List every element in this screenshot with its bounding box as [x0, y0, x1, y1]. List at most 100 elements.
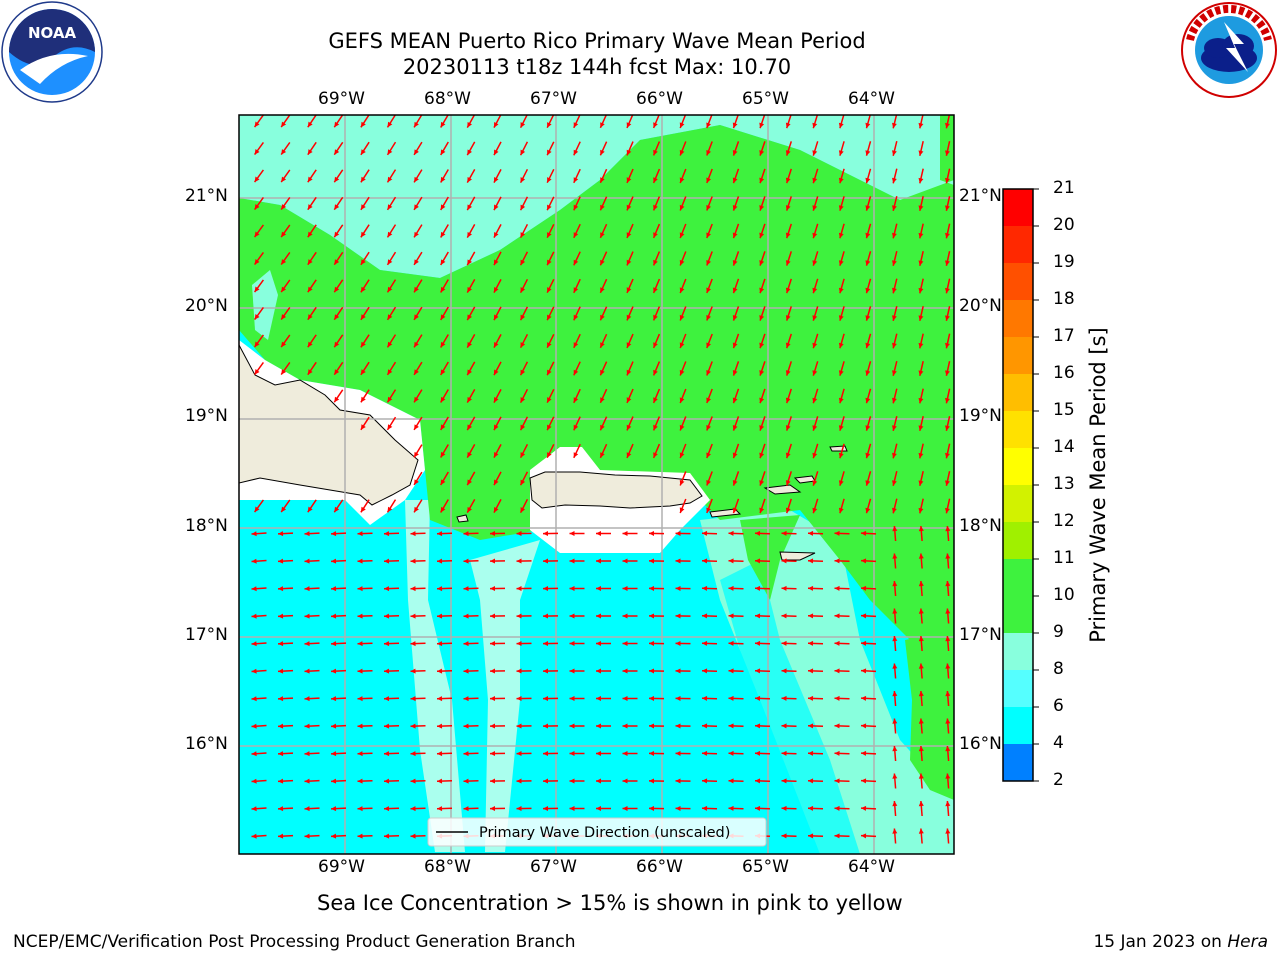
wave-arrow-head [626, 177, 632, 183]
wave-arrow-head [251, 531, 257, 537]
wave-arrow-head [861, 833, 867, 839]
wave-arrow-head [360, 259, 366, 265]
wave-arrow-head [307, 231, 313, 238]
colorbar-cell [1003, 744, 1033, 782]
wave-arrow-head [918, 480, 924, 486]
wave-arrow-head [440, 479, 446, 485]
wave-arrow-head [653, 369, 658, 376]
wave-arrow-head [410, 668, 416, 674]
wave-arrow-head [463, 668, 469, 674]
wave-arrow-head [357, 586, 363, 592]
wave-arrow-head [622, 668, 628, 674]
wave-arrow-head [675, 696, 681, 701]
wave-arrow-head [808, 805, 814, 811]
wave-arrow-head [573, 369, 579, 376]
wave-arrow-head [494, 232, 499, 238]
wave-arrow-head [254, 369, 260, 375]
wave-arrow-head [573, 259, 579, 266]
wave-arrow-head [254, 231, 260, 238]
wave-arrow-head [254, 176, 260, 183]
wave-arrow-head [675, 723, 681, 729]
sea-cyan-inner-southeast [720, 560, 860, 854]
wave-arrow-head [861, 778, 867, 784]
wave-arrow-head [547, 149, 552, 156]
wave-arrow-head [626, 287, 632, 293]
wave-arrow-head [945, 553, 951, 559]
wave-arrow-head [918, 691, 924, 697]
wave-arrow-head [759, 232, 765, 239]
wave-arrow-head [759, 452, 765, 459]
wave-arrow-head [251, 613, 257, 619]
wave-arrow-head [281, 286, 287, 293]
colorbar-tick-label: 8 [1053, 659, 1064, 679]
wave-arrow-head [569, 558, 575, 564]
wave-arrow-head [600, 342, 605, 348]
wave-arrow-head [622, 806, 628, 811]
wave-arrow-head [702, 585, 708, 591]
wave-arrow-head [653, 177, 658, 183]
sea-aquamarine-north [239, 115, 954, 278]
wave-arrow-head [569, 586, 575, 591]
colorbar-cell [1003, 485, 1033, 523]
wave-arrow-head [834, 613, 840, 619]
wave-arrow-head [251, 558, 257, 564]
wave-arrow-head [945, 370, 950, 376]
wave-arrow-head [812, 122, 818, 129]
wave-arrow-head [626, 342, 632, 348]
wave-arrow-head [861, 805, 867, 811]
wave-arrow-head [547, 369, 552, 376]
wave-arrow-head [812, 315, 818, 321]
wave-arrow-head [675, 558, 681, 564]
wave-arrow-head [596, 613, 601, 619]
wave-arrow-head [812, 232, 818, 239]
wave-arrow-head [679, 479, 685, 486]
wave-arrow-head [569, 778, 575, 784]
wave-arrow-head [759, 397, 765, 404]
wave-arrow-head [304, 668, 310, 674]
wave-arrow-head [357, 806, 363, 812]
wave-arrow-head [440, 259, 446, 265]
wave-arrow-head [781, 530, 787, 536]
map-title: GEFS MEAN Puerto Rico Primary Wave Mean … [328, 29, 866, 53]
wave-arrow-head [357, 613, 363, 619]
wave-arrow-head [307, 204, 313, 210]
wave-arrow-head [945, 480, 950, 486]
lon-label-bottom: 64°W [848, 857, 895, 877]
wave-arrow-head [334, 149, 340, 155]
wave-arrow-head [569, 641, 575, 646]
wave-arrow-head [732, 122, 738, 129]
wave-arrow-head [653, 204, 658, 211]
colorbar-cell [1003, 263, 1033, 301]
wave-arrow-head [945, 260, 950, 266]
wave-arrow-head [334, 314, 340, 320]
wave-arrow-head [918, 260, 924, 266]
wave-arrow-head [732, 205, 738, 211]
wave-arrow-head [516, 613, 522, 619]
wave-arrow-head [865, 342, 871, 349]
wave-arrow-head [892, 177, 897, 184]
wave-arrow-head [520, 342, 526, 348]
wave-arrow-head [331, 806, 337, 812]
wave-arrow-head [281, 204, 287, 210]
wave-arrow-head [467, 204, 472, 211]
wave-arrow-head [945, 773, 951, 779]
colorbar-cell [1003, 337, 1033, 375]
wave-arrow-head [600, 314, 605, 321]
wave-arrow-head [387, 424, 393, 430]
wave-arrow-head [649, 558, 654, 564]
wave-arrow-head [334, 204, 340, 210]
wave-arrow-head [728, 558, 734, 564]
wave-arrow-head [414, 451, 419, 458]
wave-arrow-head [467, 314, 472, 321]
wave-arrow-head [467, 342, 472, 348]
wave-arrow-head [251, 778, 257, 784]
wave-arrow-head [357, 641, 363, 647]
wave-arrow-head [861, 585, 867, 591]
wave-arrow-head [785, 507, 791, 514]
wave-arrow-head [414, 341, 419, 348]
wave-arrow-head [278, 723, 284, 729]
wave-arrow-head [281, 369, 287, 375]
wave-arrow-head [706, 480, 711, 486]
lat-label-right: 21°N [959, 186, 1002, 206]
wave-arrow-head [360, 369, 366, 375]
